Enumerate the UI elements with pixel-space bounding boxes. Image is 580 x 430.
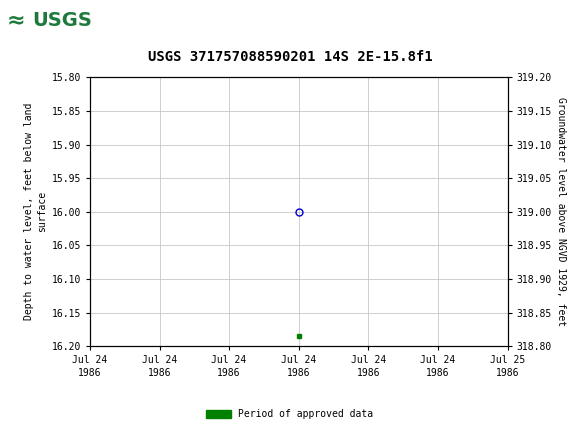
Y-axis label: Depth to water level, feet below land
surface: Depth to water level, feet below land su… [24, 103, 48, 320]
Text: ≈: ≈ [7, 10, 26, 31]
FancyBboxPatch shape [3, 3, 78, 37]
Text: USGS 371757088590201 14S 2E-15.8f1: USGS 371757088590201 14S 2E-15.8f1 [148, 50, 432, 64]
Y-axis label: Groundwater level above NGVD 1929, feet: Groundwater level above NGVD 1929, feet [556, 97, 566, 326]
Text: USGS: USGS [32, 11, 92, 30]
Legend: Period of approved data: Period of approved data [202, 405, 378, 423]
